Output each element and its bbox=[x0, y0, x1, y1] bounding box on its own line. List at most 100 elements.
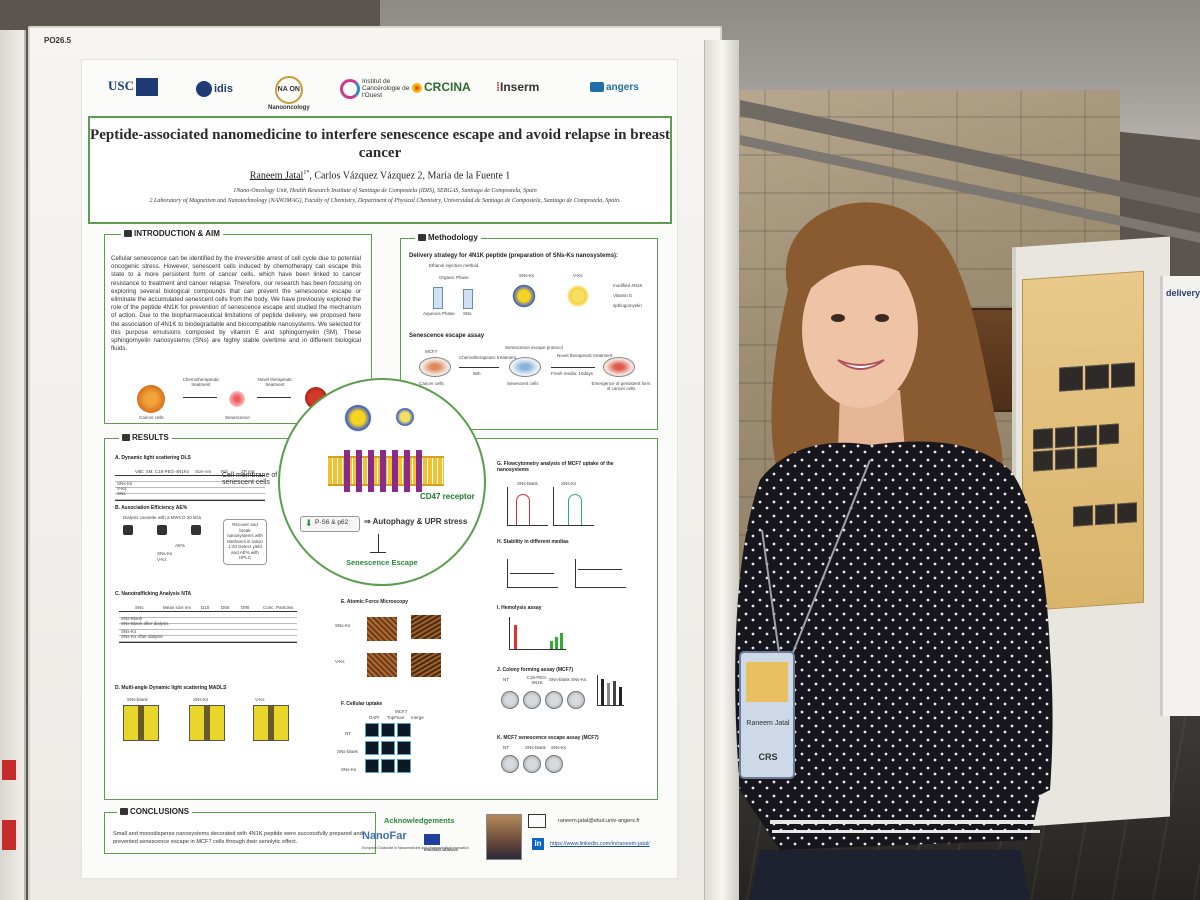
scientific-poster: USC idis NA ON Nanooncology Institut de C… bbox=[82, 60, 677, 878]
colony-label-3: SNs-blank bbox=[549, 677, 570, 682]
crcina-logo: CRCINA bbox=[412, 80, 471, 94]
result-j-label: J. Colony forming assay (MCF7) bbox=[497, 667, 574, 673]
results-heading: RESULTS bbox=[119, 433, 172, 442]
face bbox=[802, 252, 918, 408]
cancer-cell-cluster bbox=[137, 385, 165, 413]
ae-header: AE% bbox=[175, 543, 186, 548]
dish-icon-3 bbox=[603, 357, 635, 377]
nanofar-logo: NanoFar bbox=[362, 830, 407, 842]
nta-h-2: Mean size nm bbox=[163, 605, 192, 610]
conclusions-section: CONCLUSIONS Small and monodisperse nanos… bbox=[104, 807, 376, 854]
assay-chemo: Chemotherapeutic treatment bbox=[459, 355, 517, 360]
assay-emergence: Emergence of persistent form of cancer c… bbox=[591, 381, 651, 391]
legend-4n1k: modified 4N1K bbox=[613, 283, 643, 288]
result-i-label: I. Hemolysis assay bbox=[497, 605, 542, 611]
fluo-2 bbox=[381, 723, 395, 737]
dls-row-3: SNs bbox=[117, 491, 126, 496]
phase-sns: SNs bbox=[463, 311, 472, 316]
dls-row-1: SNs-Ks bbox=[117, 481, 133, 486]
flow-label-2: SNs-Ks bbox=[561, 481, 577, 486]
pathway-a-label: P-S6 & p62 bbox=[315, 519, 349, 526]
uptake-h-merge: merge bbox=[411, 715, 424, 720]
fluo-6 bbox=[397, 741, 411, 755]
inhibit-line bbox=[378, 534, 379, 552]
email-icon bbox=[528, 814, 546, 828]
colony-label-1: NT bbox=[503, 677, 509, 682]
uptake-row-nt: NT bbox=[345, 731, 351, 736]
pathway-b-label: ⇒ Autophagy & UPR stress bbox=[364, 517, 468, 526]
sen-label-1: NT bbox=[503, 745, 509, 750]
nanofar-sub: European Doctorate in Nanomedicine and p… bbox=[362, 846, 469, 850]
result-a-label: A. Dynamic light scattering DLS bbox=[115, 455, 191, 461]
dls-table bbox=[115, 475, 265, 501]
stability-plot-2 bbox=[575, 559, 626, 588]
madls-plot-1 bbox=[123, 705, 159, 741]
uptake-h-mcf7: MCF7 bbox=[395, 709, 408, 714]
assay-arrow-1 bbox=[459, 367, 499, 368]
poster-authors: Raneem Jatal1*, Carlos Vázquez Vázquez 2… bbox=[249, 170, 511, 182]
idis-logo: idis bbox=[196, 81, 233, 97]
nta-h-4: D50 bbox=[221, 605, 230, 610]
right-arm bbox=[985, 480, 1053, 810]
nta-h-1: SNs bbox=[135, 605, 144, 610]
assay-96h: 96h bbox=[473, 371, 481, 376]
inserm-logo: ⁞Inserm bbox=[496, 80, 540, 94]
assay-senescent: Senescent cells bbox=[507, 381, 539, 386]
lanyard bbox=[761, 459, 871, 661]
dls-row-2: V-Ks bbox=[117, 486, 127, 491]
contact-linkedin: https://www.linkedin.com/in/raneem-jatal… bbox=[550, 841, 650, 847]
madls-label-3: V-Ks bbox=[255, 697, 265, 702]
outcome-label: Senescence Escape bbox=[346, 558, 418, 567]
fluo-3 bbox=[397, 723, 411, 737]
strategy-label: Delivery strategy for 4N1K peptide (prep… bbox=[409, 253, 619, 259]
nanosystem-small-icon bbox=[394, 406, 416, 428]
uptake-row-blank: SNs-blank bbox=[337, 749, 358, 754]
far-poster-title: delivery syst bbox=[1166, 288, 1200, 298]
step-label-novel: Novel therapeutic treatment bbox=[257, 377, 293, 387]
intro-heading: INTRODUCTION & AIM bbox=[121, 229, 223, 238]
inhibit-bar bbox=[370, 552, 386, 553]
colony-label-2: C18-PEG-4N1K bbox=[526, 675, 548, 685]
arrow-1 bbox=[183, 397, 217, 398]
sen-label-2: SNs-blank bbox=[525, 745, 546, 750]
afm-label-1: SNs-Ks bbox=[335, 623, 351, 628]
afm-image-1 bbox=[367, 617, 397, 641]
result-e-label: E. Atomic Force Microscopy bbox=[341, 599, 409, 605]
result-b-box: Recover and break nanosystems with Metha… bbox=[223, 519, 267, 565]
affiliation-2: 2 Laboratory of Magnetism and Nanotechno… bbox=[149, 198, 621, 204]
usc-logo: USC bbox=[108, 78, 159, 97]
assay-fresh-media: Fresh media: 10days bbox=[551, 371, 594, 376]
vial-icon bbox=[433, 287, 443, 309]
poster-title: Peptide-associated nanomedicine to inter… bbox=[90, 127, 670, 161]
step-label-chemo: Chemotherapeutic treatment bbox=[182, 377, 220, 387]
conclusions-body: Small and monodisperse nanosystems decor… bbox=[113, 831, 363, 845]
ae-row-1: SNs-Ks bbox=[157, 551, 173, 556]
nanooncology-logo: NA ON Nanooncology bbox=[268, 76, 310, 111]
afm-image-2 bbox=[411, 615, 441, 639]
linkedin-icon: in bbox=[532, 838, 544, 850]
hemolysis-chart bbox=[509, 617, 566, 650]
result-c-label: C. Nanotrafficking Analysis NTA bbox=[115, 591, 192, 597]
result-f-label: F. Cellular uptake bbox=[341, 701, 383, 707]
cassette-icon-2 bbox=[157, 525, 167, 535]
cell-label-cancer: Cancer cells bbox=[139, 415, 164, 420]
title-box: Peptide-associated nanomedicine to inter… bbox=[88, 116, 672, 224]
sen-plate-2 bbox=[523, 755, 541, 773]
assay-mcf7: MCF7 bbox=[425, 349, 438, 354]
madls-plot-2 bbox=[189, 705, 225, 741]
result-g-label: G. Flowcytometry analysis of MCF7 uptake… bbox=[497, 461, 614, 473]
logo-bar: USC idis NA ON Nanooncology Institut de C… bbox=[82, 68, 677, 111]
nta-h-6: Conc. Particles bbox=[263, 605, 294, 610]
nta-row-4: SNs-Ks After dialysis bbox=[121, 634, 163, 639]
vitamin-e-nanosystem-icon bbox=[565, 283, 591, 309]
nta-h-3: D10 bbox=[201, 605, 210, 610]
afm-label-2: V-Ks bbox=[335, 659, 345, 664]
sen-label-3: SNs-Ks bbox=[551, 745, 567, 750]
angers-logo: angers bbox=[590, 82, 639, 93]
legend-vitamin-e: Vitamin E bbox=[613, 293, 633, 298]
badge-org: CRS bbox=[758, 752, 778, 762]
receptor-label: CD47 receptor bbox=[420, 492, 475, 501]
colony-label-4: SNs-Ks bbox=[571, 677, 587, 682]
assay-protocol: Senescence escape protocol bbox=[505, 345, 563, 350]
nanosystem-large-icon bbox=[342, 402, 374, 434]
